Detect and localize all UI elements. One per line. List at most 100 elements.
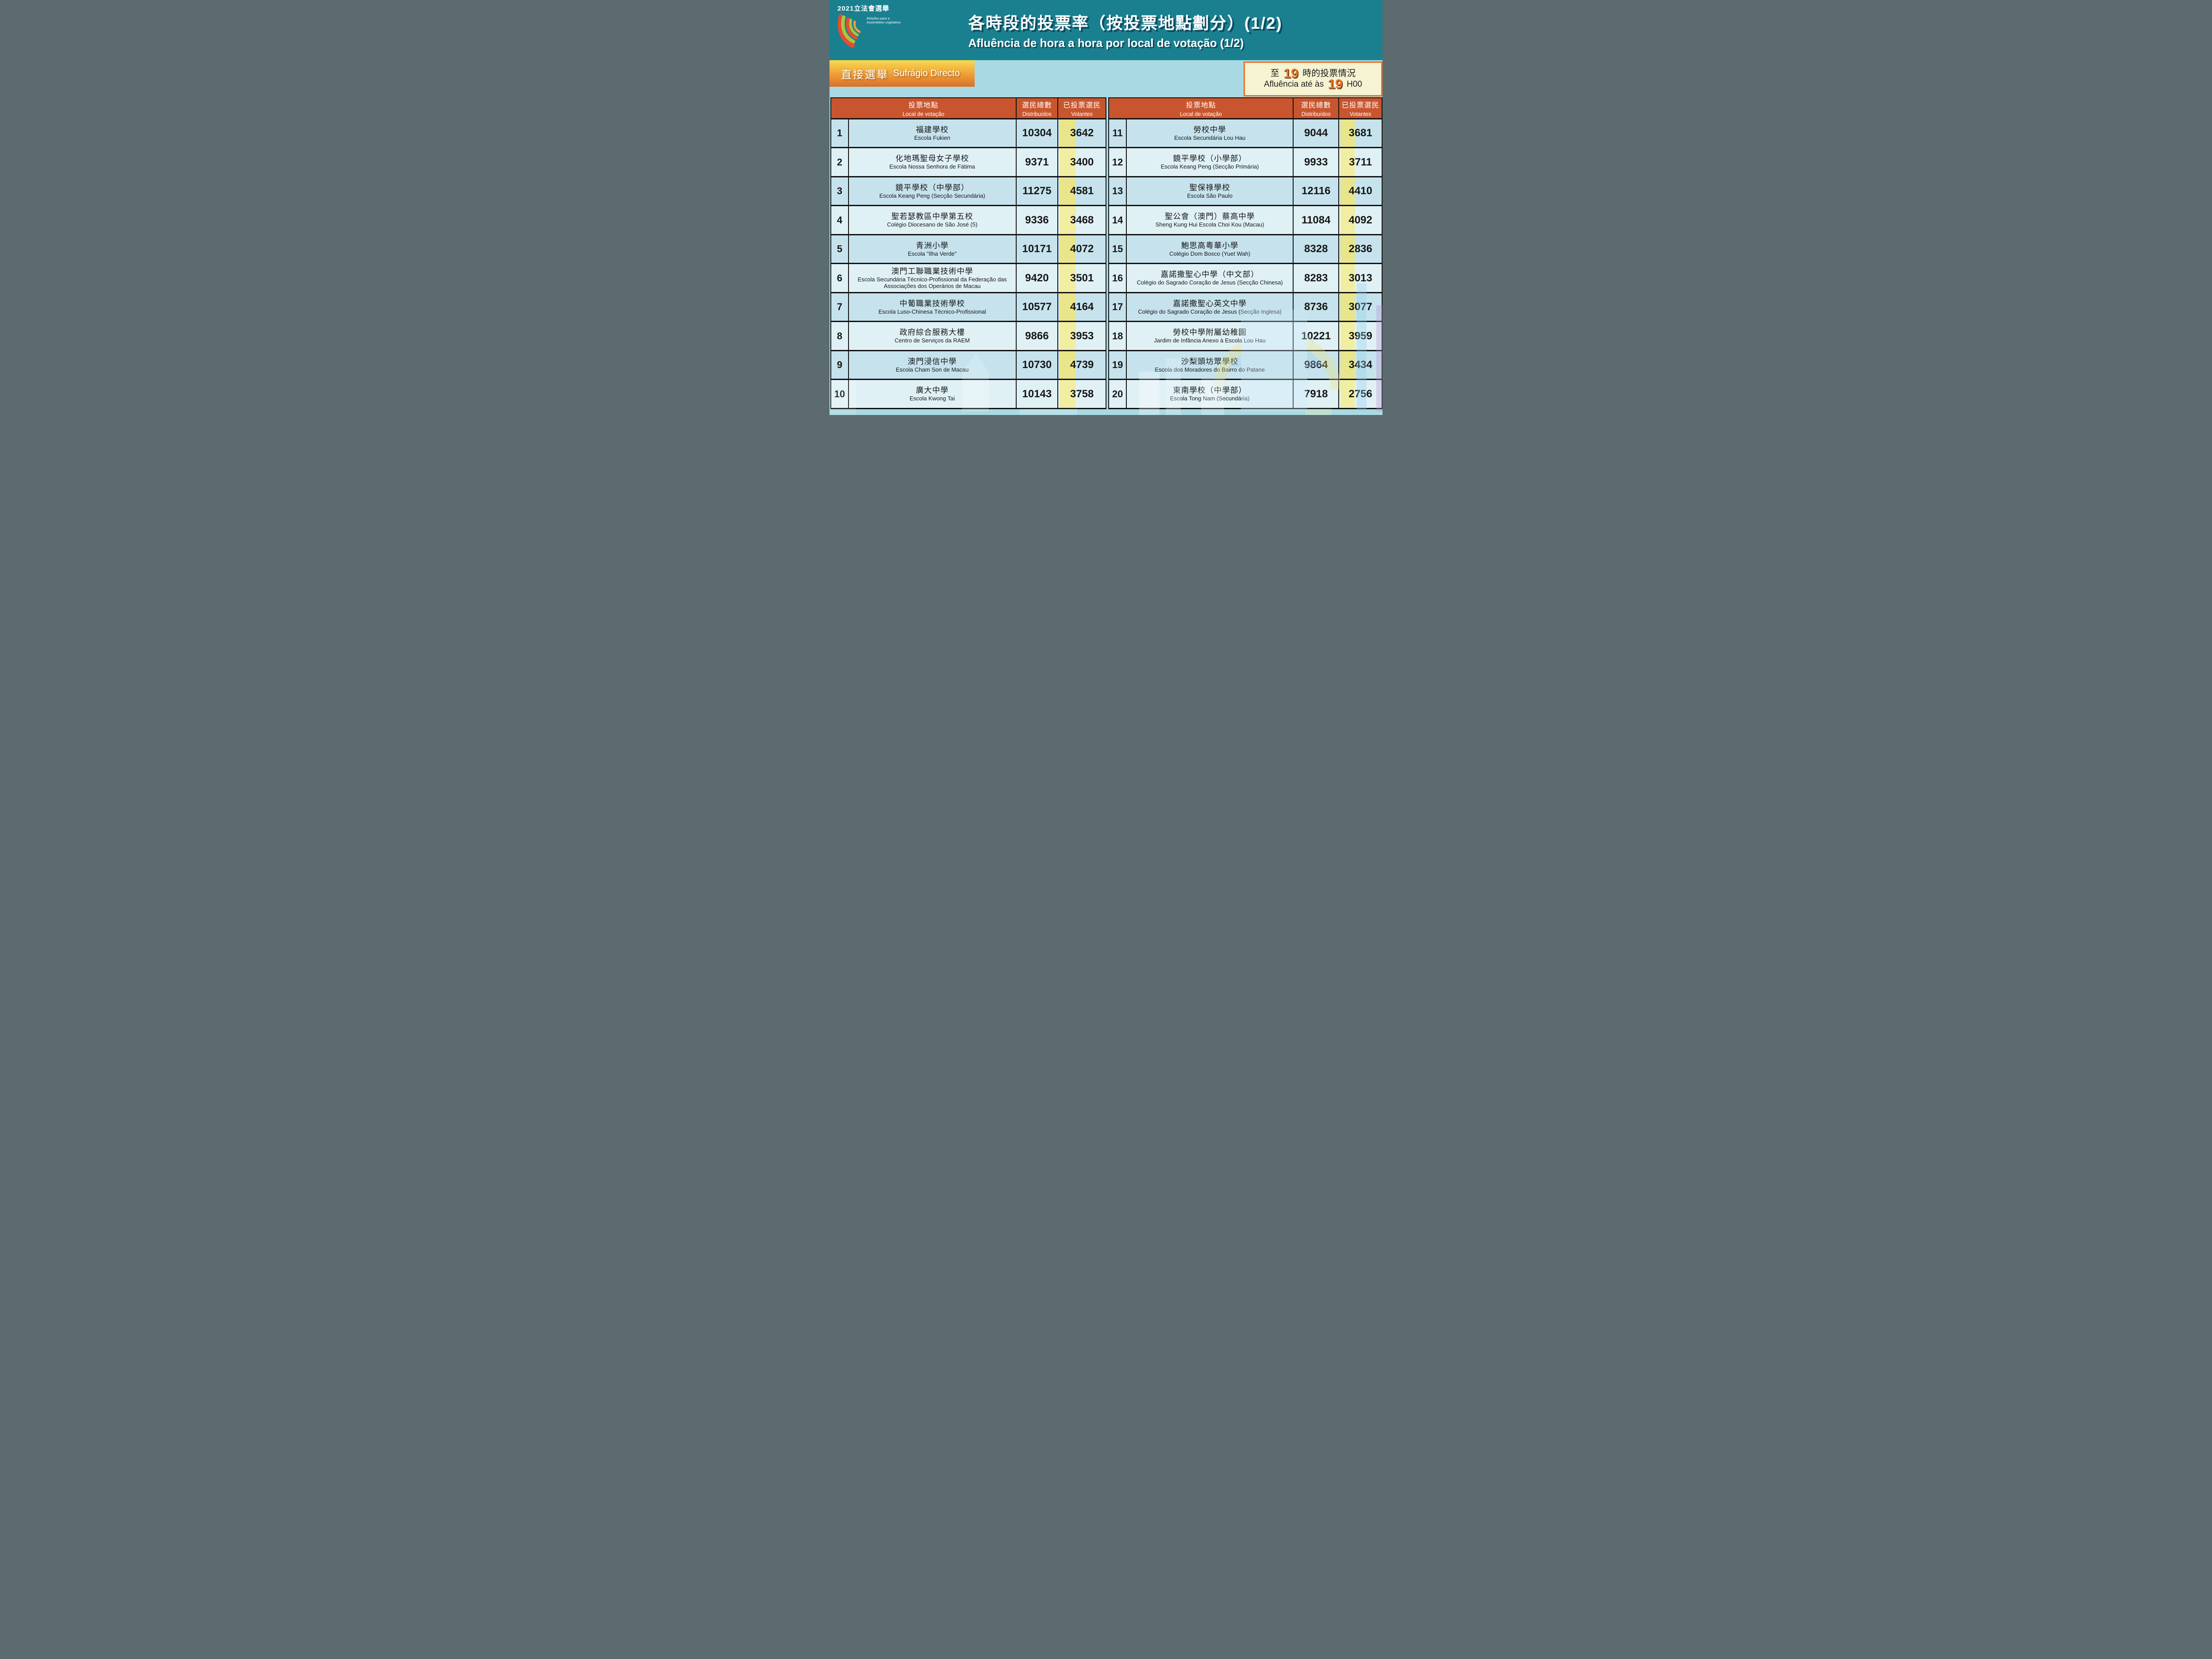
row-number: 15 — [1108, 234, 1127, 265]
voted-count: 4092 — [1338, 205, 1382, 235]
logo-subtitle: Eleições para a Assembleia Legislativa — [867, 16, 900, 25]
registered-count: 10304 — [1015, 118, 1059, 149]
status-pt-prefix: Afluência até às — [1264, 79, 1324, 89]
registered-count: 10730 — [1015, 349, 1059, 380]
polling-place-name-zh: 聖公會（澳門）蔡高中學 — [1164, 212, 1255, 221]
polling-place-name-pt: Colégio do Sagrado Coração de Jesus (Sec… — [1137, 279, 1283, 286]
polling-place-name: 聖保祿學校 Escola São Paulo — [1126, 176, 1294, 207]
polling-place-name: 嘉諾撒聖心中學（中文部） Colégio do Sagrado Coração … — [1126, 263, 1294, 293]
voted-count: 3501 — [1057, 263, 1106, 293]
polling-place-name-pt: Colégio do Sagrado Coração de Jesus (Sec… — [1138, 308, 1282, 315]
polling-place-name-zh: 嘉諾撒聖心中學（中文部） — [1160, 270, 1259, 279]
table-row: 2 化地瑪聖母女子學校 Escola Nossa Senhora de Fáti… — [830, 147, 1106, 177]
table-row: 3 鏡平學校（中學部） Escola Keang Peng (Secção Se… — [830, 176, 1106, 207]
row-number: 3 — [830, 176, 849, 207]
table-row: 16 嘉諾撒聖心中學（中文部） Colégio do Sagrado Coraç… — [1108, 263, 1382, 293]
polling-place-name-pt: Escola Cham Son de Macau — [895, 366, 969, 373]
col-header-voted-pt: Votantes — [1071, 111, 1093, 117]
voted-count: 3642 — [1057, 118, 1106, 149]
logo-subtitle-line1: Eleições para a — [867, 16, 890, 20]
col-header-registered-pt: Distribuídos — [1301, 111, 1331, 117]
col-header-registered-pt: Distribuídos — [1022, 111, 1052, 117]
polling-place-name: 勞校中學附屬幼稚園 Jardim de Infância Anexo à Esc… — [1126, 321, 1294, 351]
col-header-location-pt: Local de votação — [902, 111, 945, 117]
table-row: 5 青洲小學 Escola "Ilha Verde" 10171 4072 — [830, 234, 1106, 265]
polling-place-name: 福建學校 Escola Fukien — [848, 118, 1017, 149]
polling-place-name-pt: Escola dos Moradores do Bairro do Patane — [1155, 366, 1265, 373]
election-logo: 2021立法會選舉 Eleições para a Assembleia Leg… — [837, 4, 904, 48]
table-header-row: 投票地點 Local de votação 選民總數 Distribuídos … — [830, 97, 1106, 119]
logo-title: 2021立法會選舉 — [837, 5, 890, 12]
polling-place-name-zh: 鮑思高粵華小學 — [1181, 241, 1239, 250]
col-header-voted-zh: 已投票選民 — [1063, 101, 1101, 109]
banner-label-pt: Sufrágio Directo — [893, 68, 960, 78]
polling-place-name-zh: 東南學校（中學部） — [1173, 386, 1247, 395]
polling-place-name: 廣大中學 Escola Kwong Tai — [848, 379, 1017, 409]
row-number: 8 — [830, 321, 849, 351]
polling-place-name: 鮑思高粵華小學 Colégio Dom Bosco (Yuet Wah) — [1126, 234, 1294, 265]
polling-place-name: 東南學校（中學部） Escola Tong Nam (Secundária) — [1126, 379, 1294, 409]
row-number: 19 — [1108, 349, 1127, 380]
table-row: 13 聖保祿學校 Escola São Paulo 12116 4410 — [1108, 176, 1382, 207]
table-row: 4 聖若瑟教區中學第五校 Colégio Diocesano de São Jo… — [830, 205, 1106, 235]
logo-swoosh-icon — [837, 14, 861, 48]
voted-count: 3711 — [1338, 147, 1382, 177]
registered-count: 10577 — [1015, 292, 1059, 323]
voted-count: 4739 — [1057, 349, 1106, 380]
turnout-tables: 投票地點 Local de votação 選民總數 Distribuídos … — [830, 97, 1382, 409]
turnout-table-left: 投票地點 Local de votação 選民總數 Distribuídos … — [830, 97, 1106, 409]
registered-count: 11084 — [1293, 205, 1340, 235]
col-header-location-zh: 投票地點 — [908, 101, 939, 109]
polling-place-name: 化地瑪聖母女子學校 Escola Nossa Senhora de Fátima — [848, 147, 1017, 177]
polling-place-name: 青洲小學 Escola "Ilha Verde" — [848, 234, 1017, 265]
col-header-location: 投票地點 Local de votação — [1108, 97, 1294, 119]
polling-place-name-zh: 鏡平學校（小學部） — [1173, 154, 1247, 163]
row-number: 7 — [830, 292, 849, 323]
polling-place-name-zh: 政府綜合服務大樓 — [899, 328, 965, 337]
banner-label-zh: 直接選舉 — [841, 69, 889, 81]
polling-place-name: 澳門工聯職業技術中學 Escola Secundária Técnico-Pro… — [848, 263, 1017, 293]
polling-place-name: 勞校中學 Escola Secundária Lou Hau — [1126, 118, 1294, 149]
polling-place-name: 中葡職業技術學校 Escola Luso-Chinesa Técnico-Pro… — [848, 292, 1017, 323]
row-number: 1 — [830, 118, 849, 149]
slide: 2021立法會選舉 Eleições para a Assembleia Leg… — [830, 0, 1382, 415]
voted-count: 2836 — [1338, 234, 1382, 265]
registered-count: 9864 — [1293, 349, 1340, 380]
polling-place-name-zh: 澳門浸信中學 — [907, 357, 957, 366]
col-header-voted-zh: 已投票選民 — [1341, 101, 1379, 109]
table-row: 12 鏡平學校（小學部） Escola Keang Peng (Secção P… — [1108, 147, 1382, 177]
polling-place-name-zh: 鏡平學校（中學部） — [895, 183, 969, 192]
polling-place-name-zh: 廣大中學 — [916, 386, 949, 395]
status-pt-suffix: H00 — [1347, 79, 1362, 89]
row-number: 17 — [1108, 292, 1127, 323]
table-row: 14 聖公會（澳門）蔡高中學 Sheng Kung Hui Escola Cho… — [1108, 205, 1382, 235]
voted-count: 3013 — [1338, 263, 1382, 293]
row-number: 11 — [1108, 118, 1127, 149]
polling-place-name: 鏡平學校（小學部） Escola Keang Peng (Secção Prim… — [1126, 147, 1294, 177]
col-header-voted: 已投票選民 Votantes — [1057, 97, 1106, 119]
table-row: 10 廣大中學 Escola Kwong Tai 10143 3758 — [830, 379, 1106, 409]
polling-place-name-pt: Escola "Ilha Verde" — [908, 250, 957, 257]
title-block: 各時段的投票率（按投票地點劃分）(1/2) Afluência de hora … — [830, 0, 1382, 50]
table-row: 1 福建學校 Escola Fukien 10304 3642 — [830, 118, 1106, 149]
voted-count: 4072 — [1057, 234, 1106, 265]
col-header-location: 投票地點 Local de votação — [830, 97, 1017, 119]
suffrage-banner: 直接選舉 Sufrágio Directo — [830, 60, 975, 87]
voted-count: 3959 — [1338, 321, 1382, 351]
row-number: 14 — [1108, 205, 1127, 235]
polling-place-name-pt: Escola Secundária Técnico-Profissional d… — [857, 276, 1007, 289]
page-subtitle: Afluência de hora a hora por local de vo… — [968, 36, 1244, 50]
row-number: 18 — [1108, 321, 1127, 351]
polling-place-name-pt: Escola Kwong Tai — [910, 395, 955, 402]
status-zh-prefix: 至 — [1270, 68, 1279, 78]
status-box: 至 19 時的投票情況 Afluência até às 19 H00 — [1244, 61, 1382, 96]
voted-count: 3434 — [1338, 349, 1382, 380]
row-number: 10 — [830, 379, 849, 409]
voted-count: 2756 — [1338, 379, 1382, 409]
registered-count: 9371 — [1015, 147, 1059, 177]
polling-place-name: 聖若瑟教區中學第五校 Colégio Diocesano de São José… — [848, 205, 1017, 235]
polling-place-name-pt: Colégio Dom Bosco (Yuet Wah) — [1169, 250, 1251, 257]
row-number: 6 — [830, 263, 849, 293]
table-row: 9 澳門浸信中學 Escola Cham Son de Macau 10730 … — [830, 349, 1106, 380]
polling-place-name-pt: Escola Keang Peng (Secção Secundária) — [879, 192, 985, 199]
